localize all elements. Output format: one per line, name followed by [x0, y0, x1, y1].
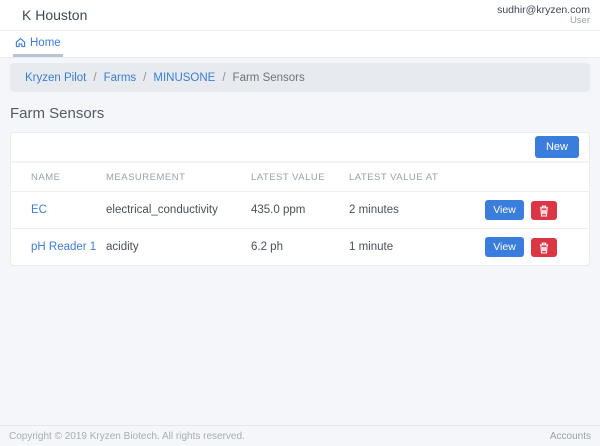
view-button[interactable]: View — [485, 200, 524, 220]
user-menu[interactable]: sudhir@kryzen.com User — [497, 4, 590, 27]
copyright-text: Copyright © 2019 Kryzen Biotech. All rig… — [9, 430, 245, 442]
column-header-actions — [461, 163, 589, 192]
sensors-card: New NAME MEASUREMENT LATEST VALUE LATEST… — [10, 132, 590, 266]
breadcrumb-link-minusone[interactable]: MINUSONE — [153, 71, 216, 84]
latest-value-at-cell: 1 minute — [349, 228, 461, 265]
column-header-measurement: MEASUREMENT — [106, 172, 186, 183]
sensors-table: NAME MEASUREMENT LATEST VALUE LATEST VAL… — [11, 163, 589, 265]
new-button[interactable]: New — [534, 136, 579, 158]
user-email: sudhir@kryzen.com — [497, 3, 590, 16]
home-icon — [15, 37, 26, 48]
measurement-cell: acidity — [106, 228, 251, 265]
breadcrumb-link-kryzen-pilot[interactable]: Kryzen Pilot — [25, 71, 87, 84]
trash-icon — [539, 205, 549, 217]
trash-icon — [539, 242, 549, 254]
view-button[interactable]: View — [485, 237, 524, 257]
breadcrumb: Kryzen Pilot / Farms / MINUSONE / Farm S… — [10, 63, 590, 92]
top-header: K Houston sudhir@kryzen.com User — [0, 0, 600, 31]
breadcrumb-separator: / — [93, 71, 97, 84]
page-title: Farm Sensors — [10, 105, 105, 122]
page-footer: Copyright © 2019 Kryzen Biotech. All rig… — [0, 425, 600, 446]
accounts-link[interactable]: Accounts — [549, 430, 591, 442]
table-row: EC electrical_conductivity 435.0 ppm 2 m… — [11, 191, 589, 229]
latest-value-cell: 435.0 ppm — [251, 191, 349, 229]
column-header-latest-value: LATEST VALUE — [251, 172, 326, 183]
measurement-cell: electrical_conductivity — [106, 191, 251, 229]
column-header-name: NAME — [31, 172, 61, 183]
breadcrumb-separator: / — [222, 71, 226, 84]
main-content: Kryzen Pilot / Farms / MINUSONE / Farm S… — [0, 58, 600, 425]
table-row: pH Reader 1 acidity 6.2 ph 1 minute View — [11, 228, 589, 265]
delete-button[interactable] — [531, 237, 557, 257]
delete-button[interactable] — [531, 200, 557, 220]
breadcrumb-link-farms[interactable]: Farms — [103, 71, 137, 84]
nav-item-home[interactable]: Home — [13, 31, 63, 57]
latest-value-at-cell: 2 minutes — [349, 191, 461, 229]
nav-item-label: Home — [30, 36, 61, 49]
breadcrumb-separator: / — [143, 71, 147, 84]
table-header-row: NAME MEASUREMENT LATEST VALUE LATEST VAL… — [11, 163, 589, 192]
sensor-name-link[interactable]: EC — [31, 204, 47, 216]
breadcrumb-current: Farm Sensors — [232, 71, 305, 84]
column-header-latest-value-at: LATEST VALUE AT — [349, 172, 439, 183]
app-brand[interactable]: K Houston — [22, 7, 88, 23]
sensor-name-link[interactable]: pH Reader 1 — [31, 241, 97, 253]
latest-value-cell: 6.2 ph — [251, 228, 349, 265]
card-toolbar: New — [11, 133, 589, 163]
user-role: User — [569, 14, 590, 26]
main-nav: Home — [0, 31, 600, 58]
